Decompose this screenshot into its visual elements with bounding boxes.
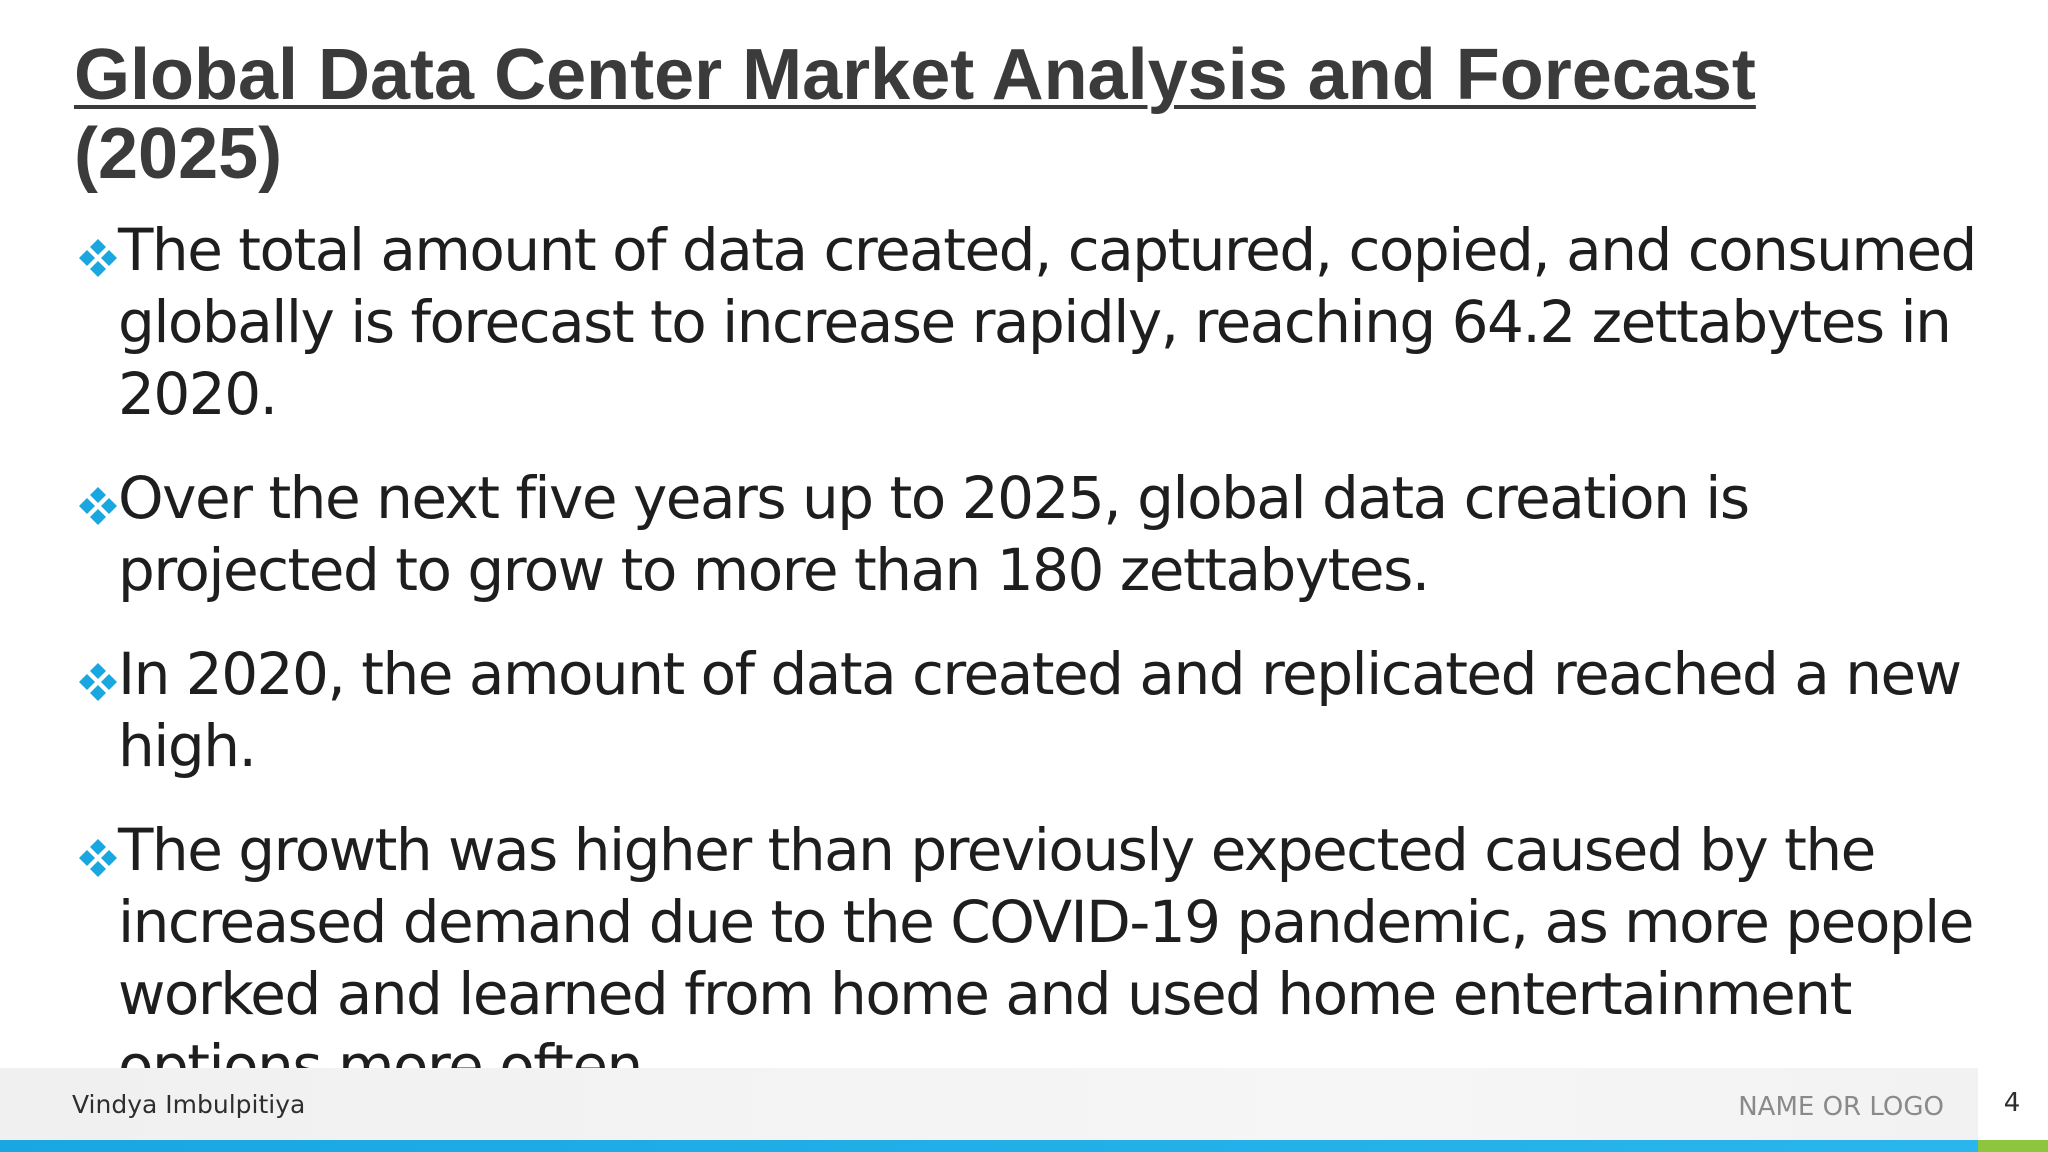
bottom-accent-bar — [0, 1140, 1978, 1152]
slide-title-line1: Global Data Center Market Analysis and F… — [74, 35, 1756, 115]
page-number: 4 — [2003, 1088, 2021, 1118]
bullet-item: In 2020, the amount of data created and … — [74, 638, 2004, 782]
bullet-text: In 2020, the amount of data created and … — [118, 640, 1962, 780]
bottom-accent-bar-green — [1978, 1140, 2048, 1152]
diamond-bullet-icon — [79, 839, 117, 877]
bullet-item: Over the next five years up to 2025, glo… — [74, 462, 2004, 606]
footer-band — [0, 1068, 1978, 1140]
footer-author: Vindya Imbulpitiya — [72, 1090, 306, 1119]
bullet-text: The total amount of data created, captur… — [118, 216, 1977, 428]
slide-title-line2: (2025) — [74, 114, 283, 194]
diamond-bullet-icon — [79, 487, 117, 525]
bullet-item: The growth was higher than previously ex… — [74, 814, 2004, 1102]
bullet-text: Over the next five years up to 2025, glo… — [118, 464, 1750, 604]
diamond-bullet-icon — [79, 663, 117, 701]
bullet-list: The total amount of data created, captur… — [74, 214, 2004, 1134]
bullet-item: The total amount of data created, captur… — [74, 214, 2004, 430]
bullet-text: The growth was higher than previously ex… — [118, 816, 1974, 1100]
diamond-bullet-icon — [79, 239, 117, 277]
footer-logo-placeholder: NAME OR LOGO — [1738, 1092, 1944, 1122]
slide-title: Global Data Center Market Analysis and F… — [74, 36, 1974, 194]
